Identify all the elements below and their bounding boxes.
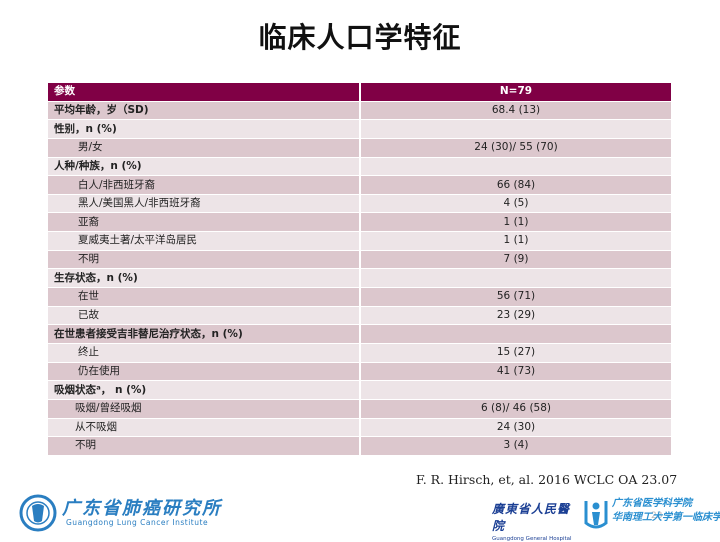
hospital-emblem-icon: [584, 501, 608, 529]
table-row: 亚裔 1 (1): [48, 213, 671, 233]
row-label: 男/女: [48, 138, 359, 158]
table-row: 不明 3 (4): [48, 437, 671, 456]
demographics-table: 参数 N=79 平均年龄，岁（SD) 68.4 (13) 性别，n (%) 男/女 24…: [48, 83, 671, 456]
row-value: [359, 381, 671, 400]
citation: F. R. Hirsch, et, al. 2016 WCLC OA 23.07: [416, 472, 678, 487]
table-row: 吸烟状态ᵃ， n (%): [48, 381, 671, 400]
table-row: 不明 7 (9): [48, 250, 671, 270]
row-value: 1 (1): [359, 213, 671, 233]
table-row: 生存状态，n (%): [48, 269, 671, 289]
row-value: 3 (4): [359, 437, 671, 456]
table-row: 白人/非西班牙裔 66 (84): [48, 176, 671, 195]
row-value: 68.4 (13): [359, 101, 671, 121]
table-header-row: 参数 N=79: [48, 83, 671, 102]
table-row: 已故 23 (29): [48, 306, 671, 326]
row-value: [359, 120, 671, 139]
institute-emblem-icon: [19, 494, 57, 532]
row-value: 6 (8)/ 46 (58): [359, 399, 671, 419]
row-label: 亚裔: [48, 213, 359, 233]
table-row: 从不吸烟 24 (30): [48, 418, 671, 438]
row-value: 4 (5): [359, 194, 671, 214]
table-row: 性别，n (%): [48, 120, 671, 139]
table-row: 终止 15 (27): [48, 343, 671, 363]
row-label: 终止: [48, 343, 359, 363]
row-label: 夏威夷土著/太平洋岛居民: [48, 232, 359, 251]
row-label: 在世: [48, 288, 359, 307]
row-value: 23 (29): [359, 306, 671, 326]
row-value: 7 (9): [359, 250, 671, 270]
college-logo: 广东省医学科学院 华南理工大学第一临床学院: [612, 497, 720, 525]
row-label: 不明: [48, 250, 359, 270]
row-value: [359, 157, 671, 177]
table-row: 在世患者接受吉非替尼治疗状态，n (%): [48, 325, 671, 344]
table-row: 夏威夷土著/太平洋岛居民 1 (1): [48, 232, 671, 251]
table-row: 男/女 24 (30)/ 55 (70): [48, 138, 671, 158]
param-column-header: 参数: [48, 83, 359, 102]
row-label: 在世患者接受吉非替尼治疗状态，n (%): [48, 325, 359, 344]
row-value: 56 (71): [359, 288, 671, 307]
row-label: 白人/非西班牙裔: [48, 176, 359, 195]
table-row: 黑人/美国黑人/非西班牙裔 4 (5): [48, 194, 671, 214]
institute-logo: 广东省肺癌研究所 Guangdong Lung Cancer Institute: [18, 494, 223, 532]
hospital-name-zh: 廣東省人民醫院: [492, 502, 571, 533]
row-label: 人种/种族，n (%): [48, 157, 359, 177]
table-row: 仍在使用 41 (73): [48, 362, 671, 382]
row-label: 性别，n (%): [48, 120, 359, 139]
row-value: [359, 325, 671, 344]
college-name-line2: 华南理工大学第一临床学院: [612, 512, 720, 523]
row-label: 平均年龄，岁（SD): [48, 101, 359, 121]
table-row: 人种/种族，n (%): [48, 157, 671, 177]
slide-title: 临床人口学特征: [258, 21, 462, 54]
row-value: [359, 269, 671, 289]
table-row: 平均年龄，岁（SD) 68.4 (13): [48, 101, 671, 121]
row-value: 1 (1): [359, 232, 671, 251]
institute-name-zh: 广东省肺癌研究所: [62, 498, 222, 519]
row-label: 黑人/美国黑人/非西班牙裔: [48, 194, 359, 214]
row-label: 已故: [48, 306, 359, 326]
hospital-name-en: Guangdong General Hospital: [492, 536, 572, 542]
row-value: 66 (84): [359, 176, 671, 195]
page-number: 23: [651, 511, 663, 521]
row-label: 吸烟/曾经吸烟: [48, 399, 359, 419]
table-row: 吸烟/曾经吸烟 6 (8)/ 46 (58): [48, 399, 671, 419]
table-row: 在世 56 (71): [48, 288, 671, 307]
institute-name-en: Guangdong Lung Cancer Institute: [66, 518, 209, 527]
row-label: 生存状态，n (%): [48, 269, 359, 289]
row-label: 仍在使用: [48, 362, 359, 382]
college-name-line1: 广东省医学科学院: [612, 498, 692, 509]
row-label: 从不吸烟: [48, 418, 359, 438]
row-label: 不明: [48, 437, 359, 456]
value-column-header: N=79: [359, 83, 671, 102]
row-label: 吸烟状态ᵃ， n (%): [48, 381, 359, 400]
hospital-logo: 廣東省人民醫院 Guangdong General Hospital: [492, 500, 582, 542]
row-value: 15 (27): [359, 343, 671, 363]
row-value: 24 (30): [359, 418, 671, 438]
row-value: 24 (30)/ 55 (70): [359, 138, 671, 158]
row-value: 41 (73): [359, 362, 671, 382]
